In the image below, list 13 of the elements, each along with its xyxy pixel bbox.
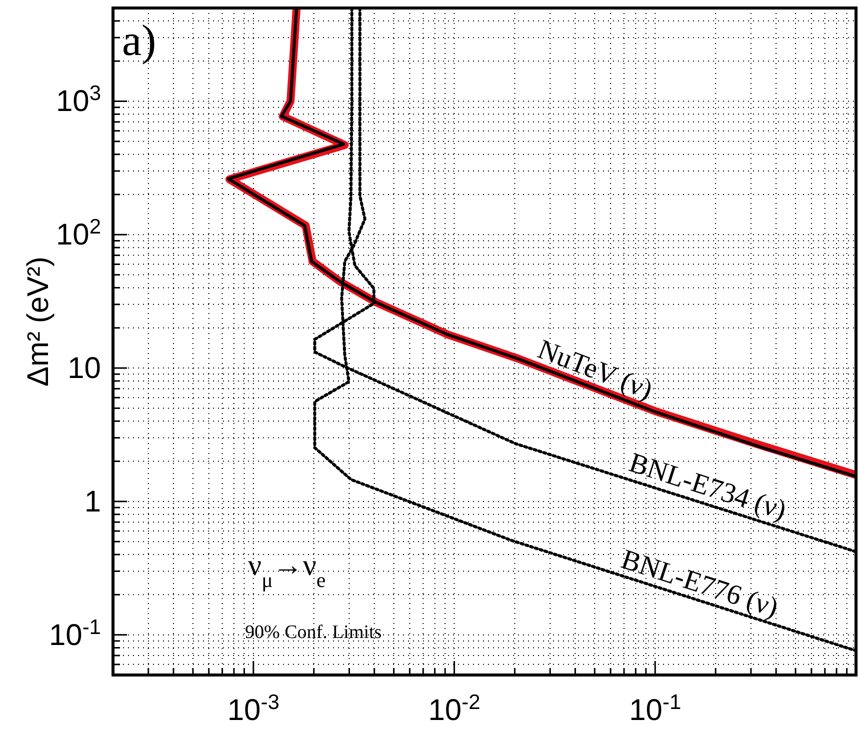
x-tick-label: 10$^{-3}$ [227, 690, 280, 727]
x-tick-label: 10$^{-2}$ [428, 690, 480, 727]
y-axis-title: Δm² (eV²) [22, 256, 55, 387]
annotation: ν$_{μ}$→ν$_{e}$ [248, 549, 326, 592]
annotation: a) [122, 16, 156, 65]
y-tick-label: 10$^{2}$ [56, 215, 101, 252]
y-tick-label: 10$^{3}$ [56, 82, 101, 118]
annotation: NuTeV (ν) [534, 334, 657, 406]
y-tick-label: 10$^{-1}$ [48, 615, 101, 652]
x-tick-label: 10$^{-1}$ [629, 690, 682, 727]
y-tick-label: 1 [84, 485, 101, 518]
annotation: 90% Conf. Limits [245, 622, 382, 643]
y-tick-label: 10 [68, 352, 101, 386]
